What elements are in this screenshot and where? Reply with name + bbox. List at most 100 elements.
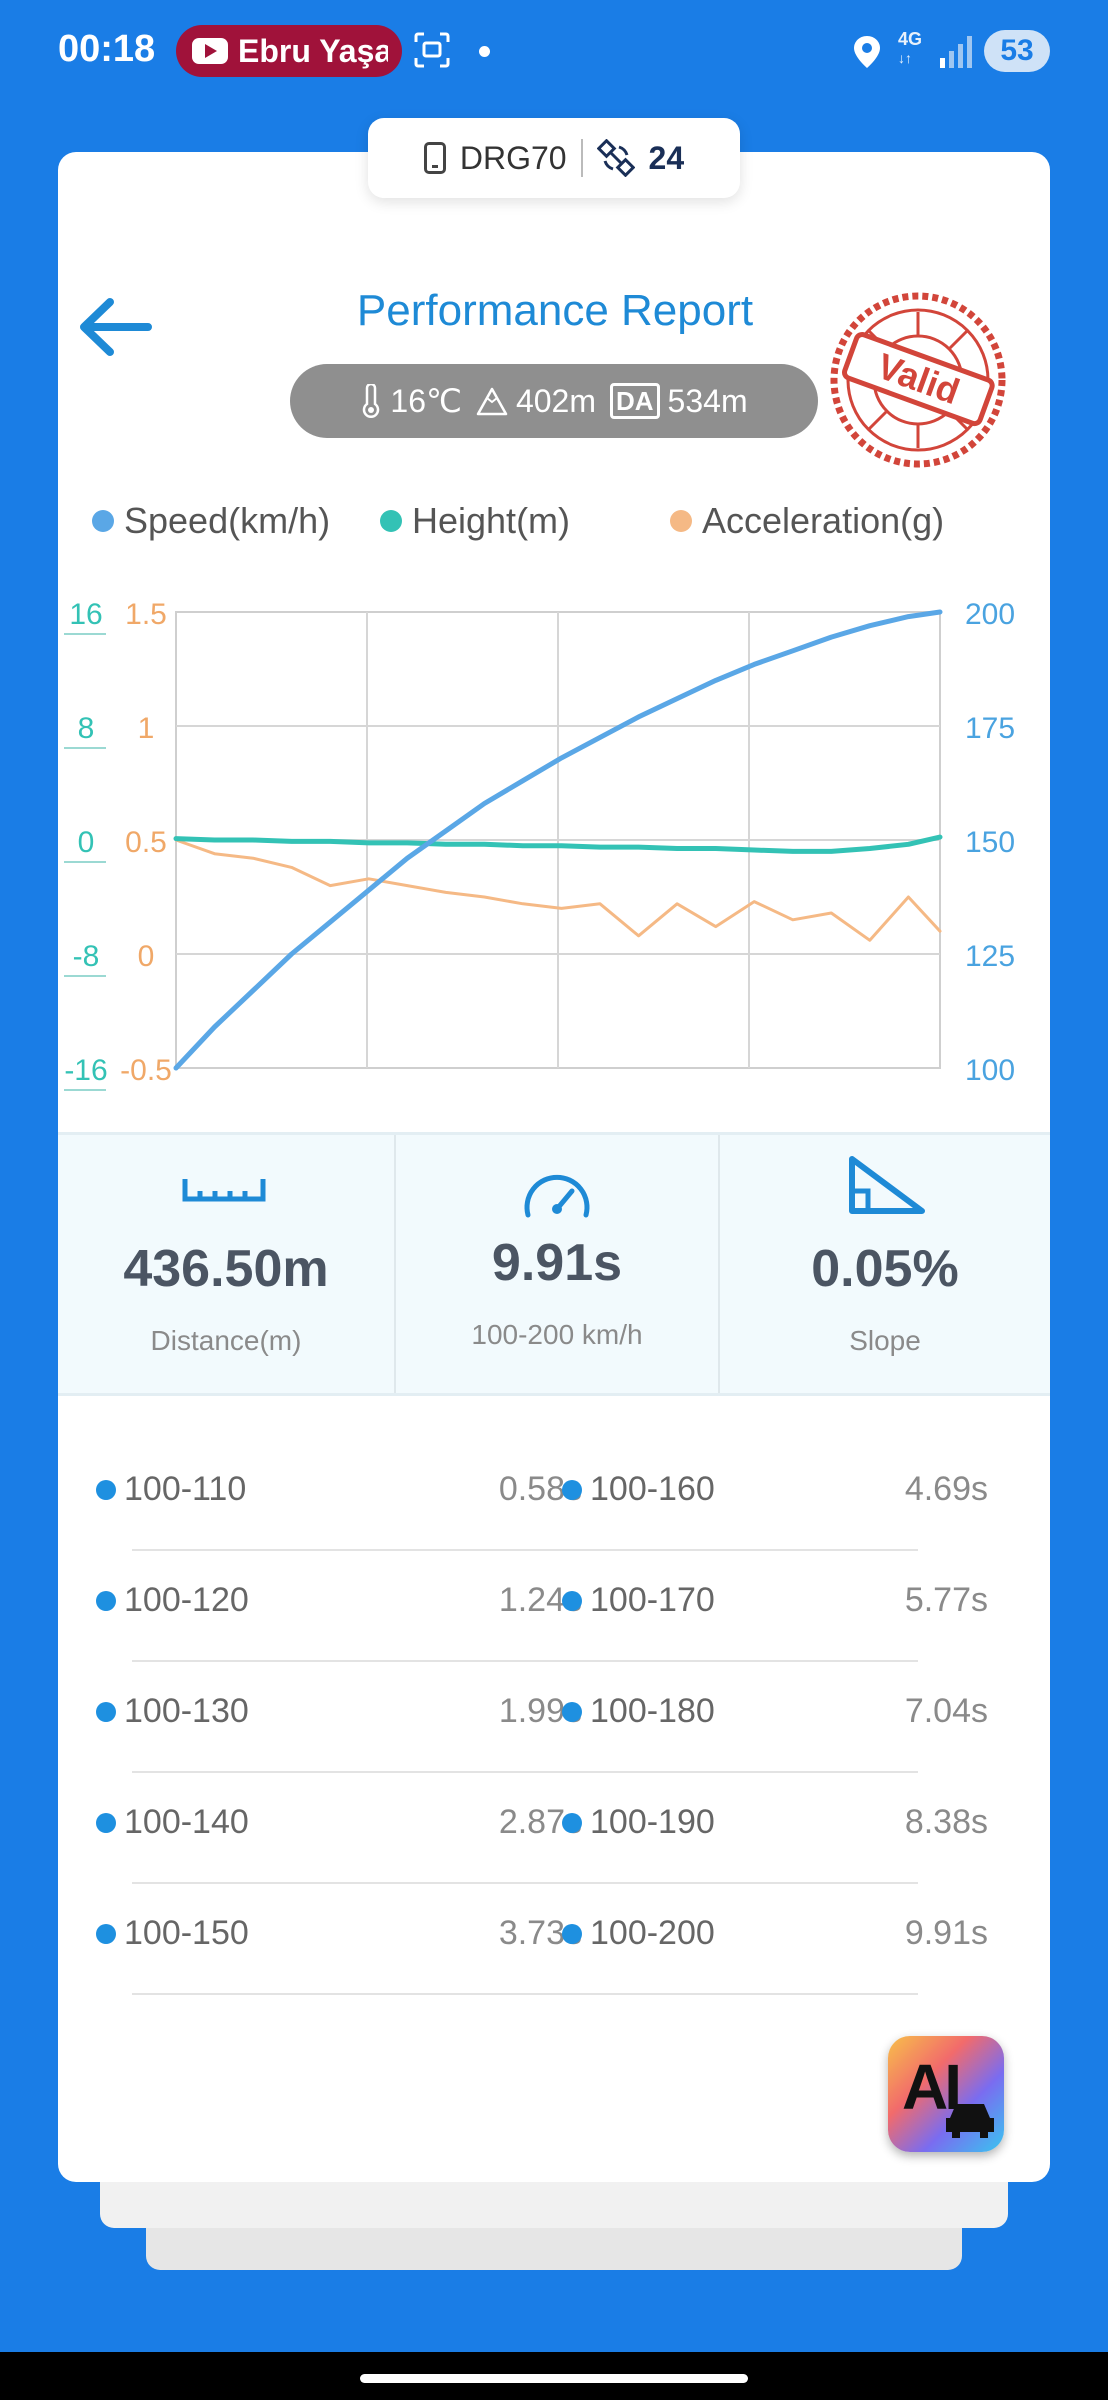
- height-axis-tick: 16: [69, 598, 102, 631]
- bullet-icon: [562, 1479, 582, 1500]
- split-range: 100-110: [96, 1470, 246, 1509]
- height-axis-tick: -8: [73, 940, 100, 973]
- time-label: 100-200 km/h: [471, 1319, 643, 1350]
- acceleration-axis-tick: 0.5: [125, 826, 167, 859]
- speed-line: [173, 609, 943, 1071]
- split-range-label: 100-180: [590, 1692, 715, 1730]
- status-bar: 00:18 Ebru Yaşa 4G ↓↑ 53: [0, 0, 1108, 88]
- performance-chart: 16 8 0 -8 -16 1.5 1 0.5 0 -0.5 200 175 150 125 100: [64, 598, 1015, 1091]
- distance-label: Distance(m): [150, 1325, 302, 1356]
- device-pill[interactable]: DRG70 24: [368, 118, 740, 198]
- divider: [580, 139, 583, 177]
- speedometer-icon: [524, 1174, 590, 1218]
- legend-speed: Speed(km/h): [92, 500, 330, 542]
- divider: [132, 1882, 918, 1884]
- divider: [718, 1135, 720, 1393]
- legend-height-dot: [380, 510, 402, 532]
- height-axis-tick: 8: [78, 712, 95, 745]
- split-time: 4.69s: [904, 1470, 988, 1508]
- ai-label: AI: [902, 2051, 962, 2123]
- list-item: 100-150 3.73s 100-200 9.91s: [58, 1884, 1050, 1995]
- bullet-icon: [96, 1590, 116, 1611]
- media-notification-pill[interactable]: Ebru Yaşa: [176, 25, 402, 77]
- legend-acceleration: Acceleration(g): [670, 500, 944, 542]
- divider: [132, 1771, 918, 1773]
- bullet-icon: [96, 1812, 116, 1833]
- acceleration-axis-tick: 1: [138, 712, 155, 745]
- split-time: 7.04s: [904, 1692, 988, 1730]
- split-range-label: 100-120: [124, 1581, 249, 1619]
- bullet-icon: [562, 1923, 582, 1944]
- split-time: 9.91s: [904, 1914, 988, 1952]
- split-time: 5.77s: [904, 1581, 988, 1619]
- split-time: 8.38s: [904, 1803, 988, 1841]
- split-range-label: 100-200: [590, 1914, 715, 1952]
- altitude-item: 402m: [476, 383, 596, 420]
- location-icon: [854, 36, 880, 68]
- split-range: 100-190: [562, 1803, 715, 1842]
- slope-stat: 0.05% Slope: [720, 1135, 1050, 1393]
- split-time: 2.87s: [498, 1803, 582, 1841]
- split-time: 3.73s: [498, 1914, 582, 1952]
- distance-value: 436.50m: [123, 1240, 329, 1298]
- divider: [132, 1993, 918, 1995]
- network-label: 4G: [898, 29, 923, 49]
- list-item: 100-130 1.99s 100-180 7.04s: [58, 1662, 1050, 1773]
- split-range-label: 100-160: [590, 1470, 715, 1508]
- split-range-label: 100-170: [590, 1581, 715, 1619]
- height-axis-tick: 0: [78, 826, 95, 859]
- density-altitude-value: 534m: [667, 382, 748, 419]
- bullet-icon: [96, 1479, 116, 1500]
- slope-label: Slope: [849, 1325, 921, 1356]
- network-type: 4G ↓↑: [898, 29, 923, 66]
- acceleration-axis-tick: -0.5: [120, 1054, 172, 1087]
- split-range: 100-150: [96, 1914, 249, 1953]
- split-range: 100-160: [562, 1470, 715, 1509]
- split-range-label: 100-130: [124, 1692, 249, 1730]
- acceleration-axis-tick: 1.5: [125, 598, 167, 631]
- thermometer-icon: [363, 384, 380, 418]
- satellite-icon: [596, 139, 635, 177]
- legend-height: Height(m): [380, 500, 570, 542]
- split-range-label: 100-150: [124, 1914, 249, 1952]
- height-axis-tick: -16: [64, 1054, 107, 1087]
- split-time: 1.24s: [498, 1581, 582, 1619]
- ruler-icon: [182, 1179, 266, 1202]
- legend-speed-dot: [92, 510, 114, 532]
- temperature-value: 16℃: [390, 383, 462, 419]
- conditions-pill: 16℃ 402m DA 534m: [290, 364, 818, 438]
- slope-value: 0.05%: [811, 1240, 959, 1298]
- bullet-icon: [562, 1701, 582, 1722]
- home-gesture-handle[interactable]: [360, 2374, 748, 2383]
- legend-acceleration-label: Acceleration(g): [702, 500, 945, 541]
- bullet-icon: [96, 1701, 116, 1722]
- split-range: 100-170: [562, 1581, 715, 1620]
- speed-axis-tick: 175: [965, 712, 1015, 745]
- height-line: [173, 834, 943, 854]
- notification-dot-icon: [479, 46, 490, 57]
- bullet-icon: [562, 1590, 582, 1611]
- split-range: 100-200: [562, 1914, 715, 1953]
- chart-legend: Speed(km/h) Height(m) Acceleration(g): [92, 500, 992, 550]
- time-value: 9.91s: [491, 1234, 623, 1292]
- density-altitude-icon: DA: [609, 383, 660, 419]
- ai-assistant-button[interactable]: AI: [888, 2036, 1004, 2152]
- temperature-item: 16℃: [360, 382, 462, 420]
- back-arrow-icon[interactable]: [78, 296, 154, 358]
- bullet-icon: [96, 1923, 116, 1944]
- legend-speed-label: Speed(km/h): [124, 500, 331, 541]
- split-range: 100-120: [96, 1581, 249, 1620]
- split-range: 100-130: [96, 1692, 249, 1731]
- page-title: Performance Report: [356, 286, 754, 335]
- speed-axis-tick: 125: [965, 940, 1015, 973]
- time-stat: 9.91s 100-200 km/h: [396, 1135, 718, 1393]
- list-item: 100-140 2.87s 100-190 8.38s: [58, 1773, 1050, 1884]
- legend-height-label: Height(m): [412, 500, 571, 541]
- valid-stamp-icon: Valid: [830, 292, 1006, 468]
- split-range-label: 100-190: [590, 1803, 715, 1841]
- divider: [394, 1135, 396, 1393]
- split-time: 1.99s: [498, 1692, 582, 1730]
- media-title: Ebru Yaşa: [238, 32, 388, 69]
- satellite-count: 24: [648, 139, 685, 176]
- distance-stat: 436.50m Distance(m): [58, 1135, 394, 1393]
